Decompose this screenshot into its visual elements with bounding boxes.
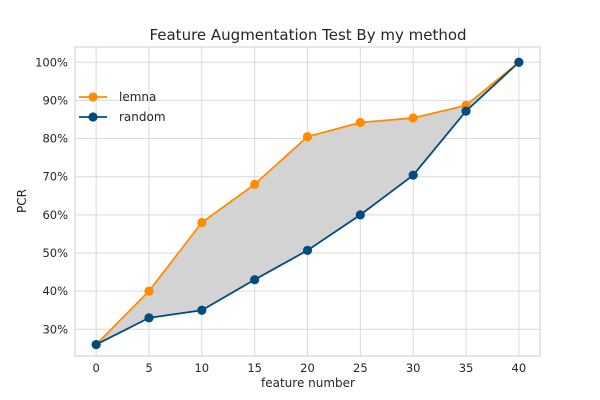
data-point-random xyxy=(197,305,207,315)
x-tick-label: 0 xyxy=(92,361,99,375)
y-tick-label: 60% xyxy=(42,208,68,222)
data-point-random xyxy=(408,170,418,180)
x-tick-label: 35 xyxy=(459,361,474,375)
data-point-random xyxy=(302,245,313,255)
series-layer xyxy=(91,57,524,350)
data-point-random xyxy=(355,210,365,220)
data-point-random xyxy=(91,339,101,350)
x-axis-ticks: 0 5 10 15 20 25 30 35 40 xyxy=(92,361,526,375)
data-point-lemna xyxy=(408,113,418,123)
fill-between-polygon xyxy=(96,62,519,345)
y-tick-label: 90% xyxy=(42,93,68,107)
x-tick-label: 40 xyxy=(512,361,527,375)
data-point-random xyxy=(461,106,471,116)
y-tick-label: 80% xyxy=(42,132,68,146)
x-tick-label: 10 xyxy=(194,361,209,375)
series-random xyxy=(91,57,524,350)
y-tick-label: 100% xyxy=(35,55,68,69)
x-tick-label: 20 xyxy=(300,361,315,375)
legend-label: random xyxy=(119,110,166,124)
legend-item-lemna: lemna xyxy=(79,90,156,104)
x-tick-label: 5 xyxy=(145,361,152,375)
x-tick-label: 25 xyxy=(353,361,368,375)
x-tick-label: 30 xyxy=(406,361,421,375)
y-tick-label: 70% xyxy=(42,170,68,184)
chart-title: Feature Augmentation Test By my method xyxy=(149,26,466,44)
legend: lemna random xyxy=(79,90,166,124)
x-axis-label: feature number xyxy=(261,376,355,390)
legend-swatch-marker xyxy=(88,92,98,102)
plot-area xyxy=(74,46,541,357)
y-tick-label: 40% xyxy=(42,284,68,298)
legend-swatch-marker xyxy=(88,112,98,122)
data-point-lemna xyxy=(250,179,260,189)
y-axis-label: PCR xyxy=(15,189,29,213)
data-point-random xyxy=(144,313,154,323)
plot-frame xyxy=(74,46,541,357)
data-point-lemna xyxy=(197,217,207,228)
x-tick-label: 15 xyxy=(247,361,262,375)
data-point-random xyxy=(514,57,524,67)
data-point-lemna xyxy=(302,132,313,142)
data-point-random xyxy=(250,275,260,285)
y-axis-ticks: 30% 40% 50% 60% 70% 80% 90% 100% xyxy=(35,55,68,336)
data-point-lemna xyxy=(144,286,154,296)
y-tick-label: 30% xyxy=(42,322,68,336)
legend-item-random: random xyxy=(79,110,166,124)
data-point-lemna xyxy=(355,117,365,128)
y-tick-label: 50% xyxy=(42,246,68,260)
legend-label: lemna xyxy=(119,90,156,104)
fill-between-area xyxy=(96,62,519,345)
